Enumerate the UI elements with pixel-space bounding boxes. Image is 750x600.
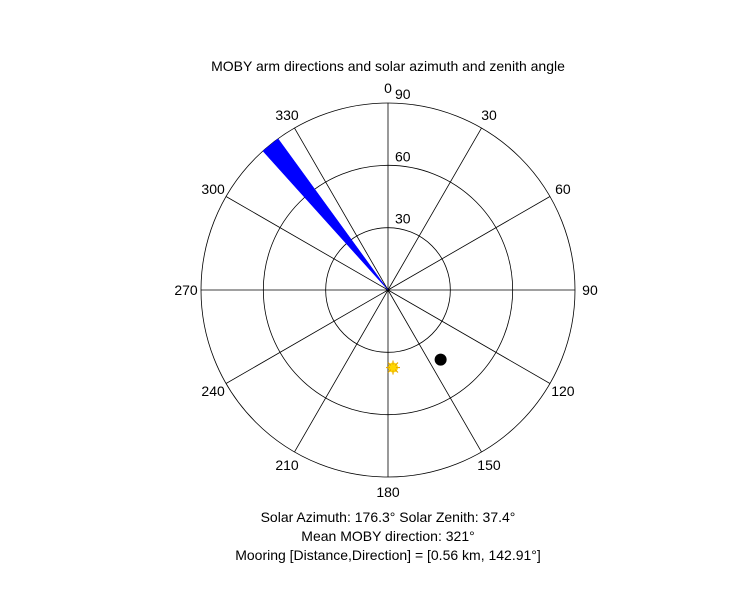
mean-moby-direction-note: Mean MOBY direction: 321° xyxy=(301,528,474,544)
angle-tick-label: 60 xyxy=(555,181,571,197)
sun-ray xyxy=(394,369,399,373)
angle-tick-label: 90 xyxy=(582,282,598,298)
grid-spoke-150 xyxy=(387,289,482,453)
angle-tick-label: 120 xyxy=(551,383,575,399)
angle-tick-label: 180 xyxy=(376,484,400,500)
mooring-marker xyxy=(434,353,447,366)
tick-labels: 0 30 60 90 120 150 180 210 240 270 300 330 30 60 90 xyxy=(174,80,598,500)
grid-spoke-210 xyxy=(294,289,389,453)
mooring-note: Mooring [Distance,Direction] = [0.56 km,… xyxy=(235,547,541,563)
data-layer xyxy=(262,138,447,375)
grid-spoke-300 xyxy=(225,196,389,291)
sun-ray xyxy=(387,369,392,373)
radius-tick-label: 90 xyxy=(395,86,411,102)
annotation-block: Solar Azimuth: 176.3° Solar Zenith: 37.4… xyxy=(235,509,541,563)
grid-spoke-30 xyxy=(387,127,482,291)
sun-ray xyxy=(394,362,399,366)
sun-ray xyxy=(387,362,392,366)
solar-angles-note: Solar Azimuth: 176.3° Solar Zenith: 37.4… xyxy=(261,509,516,525)
angle-tick-label: 330 xyxy=(275,107,299,123)
grid-spoke-120 xyxy=(387,289,551,384)
angle-tick-label: 270 xyxy=(174,282,198,298)
chart-title: MOBY arm directions and solar azimuth an… xyxy=(211,58,565,74)
grid-spoke-240 xyxy=(225,289,389,384)
radius-tick-label: 60 xyxy=(395,148,411,164)
angle-tick-label: 150 xyxy=(477,457,501,473)
angle-tick-label: 300 xyxy=(201,181,225,197)
polar-grid xyxy=(200,102,576,478)
sun-marker xyxy=(386,360,401,375)
radius-tick-label: 30 xyxy=(395,211,411,227)
angle-tick-label: 0 xyxy=(384,80,392,96)
grid-spoke-60 xyxy=(387,196,551,291)
moby-arm-direction-wedge xyxy=(262,138,389,291)
angle-tick-label: 210 xyxy=(275,457,299,473)
grid-spoke-330 xyxy=(294,127,389,291)
angle-tick-label: 240 xyxy=(201,383,225,399)
angle-tick-label: 30 xyxy=(481,107,497,123)
